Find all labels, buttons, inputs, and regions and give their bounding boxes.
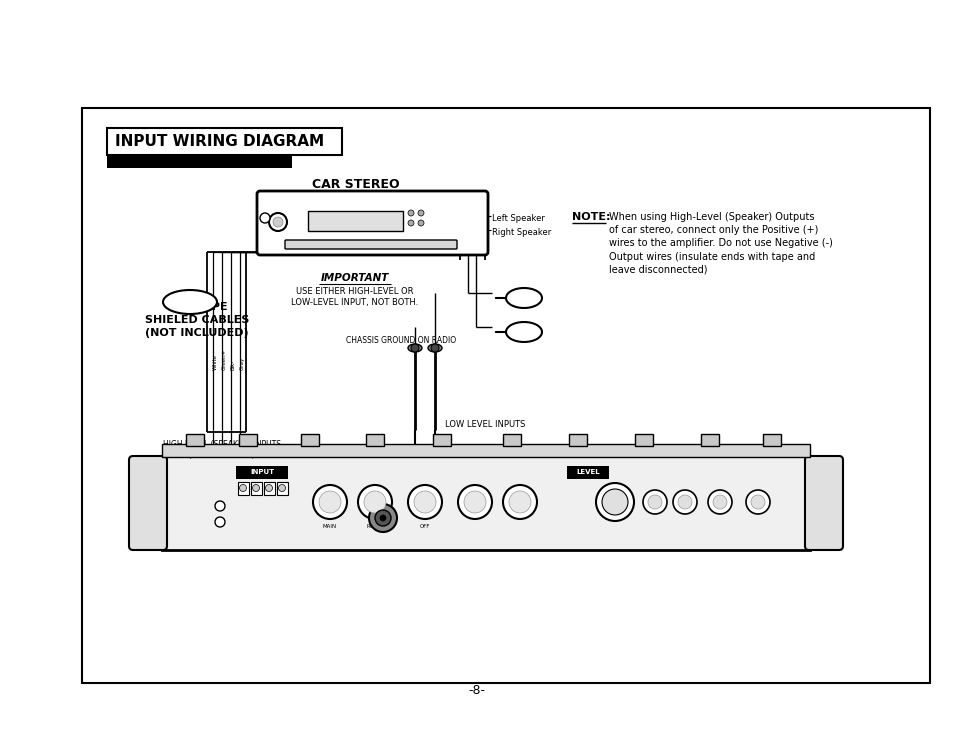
Circle shape (369, 504, 396, 532)
Bar (235, 466, 288, 479)
Bar (502, 434, 520, 446)
Circle shape (278, 485, 285, 492)
Text: Blk-: Blk- (231, 359, 235, 370)
Text: RCA TYPE
SHIELED CABLES
(NOT INCLUDED): RCA TYPE SHIELED CABLES (NOT INCLUDED) (145, 302, 249, 338)
Bar (162, 444, 809, 457)
Circle shape (601, 489, 627, 515)
Circle shape (672, 490, 697, 514)
FancyBboxPatch shape (804, 456, 842, 550)
Circle shape (214, 517, 225, 527)
Bar (566, 466, 608, 479)
Ellipse shape (408, 344, 421, 352)
FancyBboxPatch shape (285, 240, 456, 249)
Bar (700, 434, 719, 446)
Circle shape (414, 491, 436, 513)
Text: NOTE:: NOTE: (572, 212, 610, 222)
Circle shape (273, 217, 283, 227)
Circle shape (260, 213, 270, 223)
Circle shape (642, 490, 666, 514)
FancyBboxPatch shape (129, 456, 167, 550)
Circle shape (375, 510, 391, 526)
Text: Green+: Green+ (221, 348, 226, 370)
Text: LOW LEVEL INPUTS: LOW LEVEL INPUTS (444, 419, 525, 429)
Circle shape (463, 491, 485, 513)
Circle shape (364, 491, 386, 513)
Circle shape (357, 485, 392, 519)
Text: USE EITHER HIGH-LEVEL OR
LOW-LEVEL INPUT, NOT BOTH.: USE EITHER HIGH-LEVEL OR LOW-LEVEL INPUT… (291, 287, 418, 307)
Text: IMPORTANT: IMPORTANT (320, 273, 389, 283)
Bar (308, 211, 402, 231)
Bar (276, 482, 288, 495)
Bar (366, 434, 384, 446)
Bar (433, 434, 451, 446)
Ellipse shape (163, 290, 216, 314)
Circle shape (509, 491, 531, 513)
Circle shape (408, 210, 414, 216)
Circle shape (712, 495, 726, 509)
Bar (239, 434, 256, 446)
Text: OFF: OFF (419, 524, 430, 529)
Bar (301, 434, 318, 446)
Circle shape (408, 220, 414, 226)
Text: MAIN: MAIN (323, 524, 336, 529)
FancyBboxPatch shape (256, 191, 488, 255)
Bar (162, 456, 809, 550)
Ellipse shape (505, 288, 541, 308)
Bar (186, 434, 204, 446)
Circle shape (269, 213, 287, 231)
Bar (107, 128, 341, 155)
Bar (82, 108, 929, 683)
Circle shape (647, 495, 661, 509)
Text: CAR STEREO: CAR STEREO (312, 178, 399, 190)
Bar (762, 434, 781, 446)
Circle shape (411, 344, 418, 352)
Text: LEVEL: LEVEL (576, 469, 599, 475)
Text: Left Speaker: Left Speaker (492, 213, 544, 222)
Bar (635, 434, 652, 446)
Bar (237, 482, 249, 495)
Text: -8-: -8- (468, 683, 485, 697)
Bar (568, 434, 586, 446)
Bar (264, 482, 274, 495)
Bar (251, 482, 262, 495)
Circle shape (253, 485, 259, 492)
Text: ROOM: ROOM (366, 524, 383, 529)
Text: White: White (213, 354, 217, 370)
Circle shape (265, 485, 273, 492)
Circle shape (745, 490, 769, 514)
Circle shape (318, 491, 340, 513)
Text: When using High-Level (Speaker) Outputs
of car stereo, connect only the Positive: When using High-Level (Speaker) Outputs … (608, 212, 832, 275)
Circle shape (596, 483, 634, 521)
Circle shape (678, 495, 691, 509)
Circle shape (750, 495, 764, 509)
Text: HIGH LEVEL (SPEAKER) INPUTS
(WIRESIDE VIEW): HIGH LEVEL (SPEAKER) INPUTS (WIRESIDE VI… (163, 440, 281, 460)
Text: CHASSIS GROUND ON RADIO: CHASSIS GROUND ON RADIO (346, 336, 456, 345)
Circle shape (408, 485, 441, 519)
Text: INPUT: INPUT (250, 469, 274, 475)
Circle shape (239, 485, 246, 492)
Bar (107, 155, 292, 168)
Circle shape (502, 485, 537, 519)
Text: Right Speaker: Right Speaker (492, 227, 551, 236)
Circle shape (707, 490, 731, 514)
Ellipse shape (428, 344, 441, 352)
Ellipse shape (505, 322, 541, 342)
Circle shape (313, 485, 347, 519)
Circle shape (457, 485, 492, 519)
Circle shape (214, 501, 225, 511)
Text: Gray: Gray (239, 356, 244, 370)
Text: INPUT WIRING DIAGRAM: INPUT WIRING DIAGRAM (115, 134, 324, 148)
Circle shape (379, 515, 386, 521)
Circle shape (417, 210, 423, 216)
Circle shape (417, 220, 423, 226)
Circle shape (431, 344, 438, 352)
